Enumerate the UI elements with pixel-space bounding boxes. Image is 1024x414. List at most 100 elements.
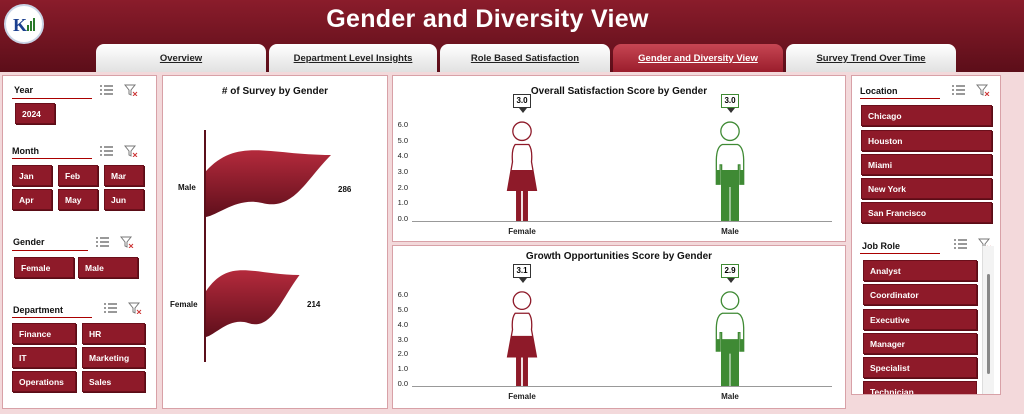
clear-filter-icon[interactable] xyxy=(128,302,142,314)
y-tick-label: 1.0 xyxy=(397,198,408,208)
department-operations-button[interactable]: Operations xyxy=(12,371,76,392)
x-category-label: Male xyxy=(721,392,739,401)
tab-role-based-satisfaction[interactable]: Role Based Satisfaction xyxy=(440,44,610,72)
survey-flag-male xyxy=(206,150,331,217)
year-filter-title: Year xyxy=(14,85,34,95)
male-person-icon xyxy=(715,291,745,386)
clear-filter-icon[interactable] xyxy=(976,84,990,96)
svg-text:K: K xyxy=(13,15,27,35)
department-hr-button[interactable]: HR xyxy=(82,323,145,344)
growth-opportunities-panel xyxy=(392,245,846,409)
multi-select-icon[interactable] xyxy=(954,238,968,250)
month-apr-button[interactable]: Apr xyxy=(12,189,52,210)
female-person-icon xyxy=(506,291,538,386)
data-label: 286 xyxy=(338,185,352,194)
job-role-scrollbar[interactable] xyxy=(982,246,994,394)
year-2024-button[interactable]: 2024 xyxy=(15,103,55,124)
department-sales-button[interactable]: Sales xyxy=(82,371,145,392)
overall-satisfaction-panel xyxy=(392,75,846,242)
survey-count-panel xyxy=(162,75,388,409)
clear-filter-icon[interactable] xyxy=(124,145,138,157)
multi-select-icon[interactable] xyxy=(100,84,114,96)
flag-pole xyxy=(204,130,206,362)
month-may-button[interactable]: May xyxy=(58,189,98,210)
job-role-analyst-button[interactable]: Analyst xyxy=(863,260,977,281)
multi-select-icon[interactable] xyxy=(96,236,110,248)
x-axis-line xyxy=(412,221,832,222)
tab-overview[interactable]: Overview xyxy=(96,44,266,72)
multi-select-icon[interactable] xyxy=(952,84,966,96)
department-filter-title: Department xyxy=(13,305,64,315)
survey-flags-svg xyxy=(206,150,331,337)
page-title: Gender and Diversity View xyxy=(326,5,649,33)
job-role-filter-title: Job Role xyxy=(862,241,901,251)
job-role-coordinator-button[interactable]: Coordinator xyxy=(863,284,977,305)
department-it-button[interactable]: IT xyxy=(12,347,76,368)
scroll-thumb[interactable] xyxy=(987,274,990,374)
month-jan-button[interactable]: Jan xyxy=(12,165,52,186)
job-role-manager-button[interactable]: Manager xyxy=(863,333,977,354)
month-mar-button[interactable]: Mar xyxy=(104,165,144,186)
data-label-callout: 3.0 xyxy=(513,94,531,113)
x-category-label: Male xyxy=(721,227,739,236)
female-person-icon xyxy=(506,121,538,221)
tab-survey-trend-over-time[interactable]: Survey Trend Over Time xyxy=(786,44,956,72)
gender-female-button[interactable]: Female xyxy=(14,257,74,278)
month-jun-button[interactable]: Jun xyxy=(104,189,144,210)
data-label-callout: 3.1 xyxy=(513,264,531,283)
y-tick-label: 3.0 xyxy=(397,167,408,176)
chart-title: Growth Opportunities Score by Gender xyxy=(525,251,713,262)
y-tick-label: 5.0 xyxy=(397,304,408,314)
y-tick-label: 2.0 xyxy=(397,349,408,359)
location-new-york-button[interactable]: New York xyxy=(861,178,992,199)
month-filter-title: Month xyxy=(12,146,39,156)
month-feb-button[interactable]: Feb xyxy=(58,165,98,186)
clear-filter-icon[interactable] xyxy=(120,236,134,248)
divider xyxy=(860,253,940,254)
y-tick-label: 2.0 xyxy=(397,182,408,192)
tab-bar: Overview Department Level Insights Role … xyxy=(96,44,959,72)
job-role-specialist-button[interactable]: Specialist xyxy=(863,357,977,378)
multi-select-icon[interactable] xyxy=(100,145,114,157)
company-logo: K xyxy=(4,4,44,44)
multi-select-icon[interactable] xyxy=(104,302,118,314)
location-houston-button[interactable]: Houston xyxy=(861,130,992,151)
data-label-callout: 2.9 xyxy=(721,264,739,283)
divider xyxy=(12,317,92,318)
clear-filter-icon[interactable] xyxy=(124,84,138,96)
department-marketing-button[interactable]: Marketing xyxy=(82,347,145,368)
location-chicago-button[interactable]: Chicago xyxy=(861,105,992,126)
y-tick-label: 0.0 xyxy=(397,214,408,223)
divider xyxy=(12,98,92,99)
location-filter-title: Location xyxy=(860,86,898,96)
x-axis-line xyxy=(412,386,832,387)
y-tick-label: 5.0 xyxy=(397,135,408,145)
job-role-executive-button[interactable]: Executive xyxy=(863,309,977,330)
y-tick-label: 6.0 xyxy=(397,120,408,129)
chart-title: # of Survey by Gender xyxy=(221,86,329,97)
job-role-technician-button[interactable]: Technician xyxy=(863,381,977,394)
data-label: 214 xyxy=(307,300,321,309)
y-tick-label: 4.0 xyxy=(397,151,408,161)
y-tick-label: 3.0 xyxy=(397,334,408,344)
survey-flag-female xyxy=(206,270,300,337)
location-miami-button[interactable]: Miami xyxy=(861,154,992,175)
gender-male-button[interactable]: Male xyxy=(78,257,138,278)
y-tick-label: 0.0 xyxy=(397,379,408,388)
tab-gender-and-diversity-view[interactable]: Gender and Diversity View xyxy=(613,44,783,72)
tab-department-level-insights[interactable]: Department Level Insights xyxy=(269,44,437,72)
location-san-francisco-button[interactable]: San Francisco xyxy=(861,202,992,223)
category-label: Female xyxy=(170,300,198,309)
job-role-clip: Technician xyxy=(863,381,977,394)
logo-icon: K xyxy=(13,15,35,35)
x-category-label: Female xyxy=(508,227,536,236)
y-tick-label: 4.0 xyxy=(397,319,408,329)
chart-title: Overall Satisfaction Score by Gender xyxy=(530,86,708,97)
department-finance-button[interactable]: Finance xyxy=(12,323,76,344)
divider xyxy=(12,158,92,159)
category-label: Male xyxy=(178,183,196,192)
male-person-icon xyxy=(715,121,745,221)
y-tick-label: 1.0 xyxy=(397,364,408,374)
x-category-label: Female xyxy=(508,392,536,401)
divider xyxy=(860,98,940,99)
